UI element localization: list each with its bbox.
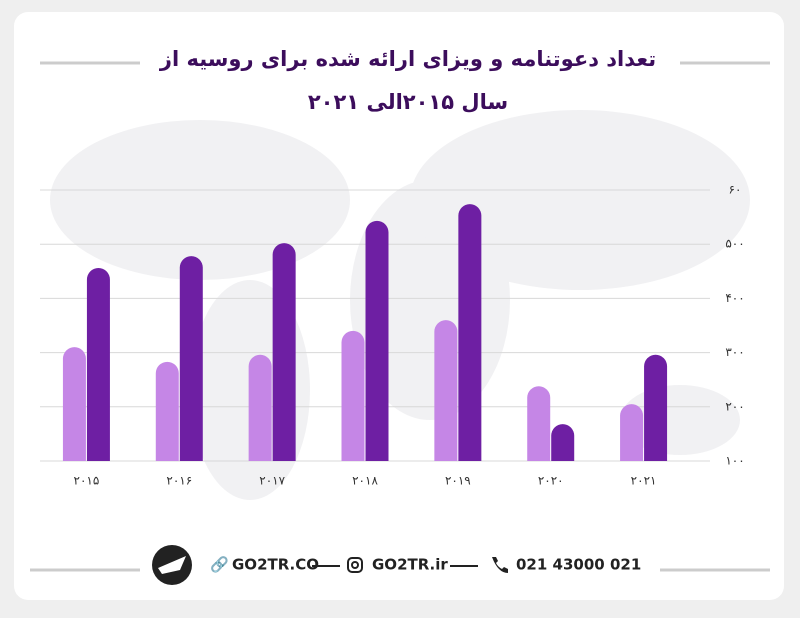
y-tick-label: ۴۰۰: [725, 291, 744, 305]
instagram-icon: [347, 557, 363, 573]
bar: [179, 256, 203, 461]
x-tick-label: ۲۰۲۱: [631, 474, 657, 488]
bar: [62, 347, 86, 461]
x-tick-label: ۲۰۲۰: [538, 474, 564, 488]
chart-subtitle: سال ۲۰۱۵الی ۲۰۲۱: [308, 90, 508, 114]
plot: ۱۰۰ ۲۰۰ ۳۰۰ ۴۰۰ ۵۰۰ ۶۰ ۲۰۱۵ ۲۰۱۶ ۲۰۱۷ ۲۰۱۸ ۲۰۱۹ ۲۰۲…: [40, 183, 745, 488]
footer-website: GO2TR.CO: [232, 556, 319, 574]
y-tick-label: ۳۰۰: [725, 345, 744, 359]
link-icon: 🔗: [210, 555, 229, 574]
bar: [248, 354, 272, 461]
footer-instagram: GO2TR.ir: [372, 556, 448, 574]
bar: [458, 204, 482, 462]
x-tick-label: ۲۰۱۶: [166, 474, 192, 488]
bar: [644, 354, 668, 461]
x-tick-label: ۲۰۱۸: [352, 474, 378, 488]
logo-plane: [158, 556, 186, 574]
x-tick-label: ۲۰۱۵: [74, 474, 100, 488]
bar: [620, 404, 644, 461]
chart-title: تعداد دعوتنامه و ویزای ارائه شده برای رو…: [159, 47, 656, 71]
phone-icon: [492, 557, 508, 573]
footer-phone: 021 43000 021: [516, 556, 641, 574]
bar: [434, 320, 458, 461]
bar: [155, 361, 179, 461]
bar: [272, 243, 296, 461]
instagram-icon-lens: [351, 561, 359, 569]
bar: [341, 330, 365, 461]
y-tick-label: ۱۰۰: [725, 454, 744, 468]
x-tick-label: ۲۰۱۹: [445, 474, 471, 488]
y-tick-label: ۶۰: [729, 183, 742, 197]
bar: [527, 386, 551, 461]
x-tick-label: ۲۰۱۷: [259, 474, 285, 488]
y-tick-label: ۵۰۰: [725, 237, 744, 251]
bar: [86, 268, 110, 461]
bar: [365, 220, 389, 461]
y-tick-label: ۲۰۰: [725, 399, 744, 413]
bar: [551, 424, 575, 461]
